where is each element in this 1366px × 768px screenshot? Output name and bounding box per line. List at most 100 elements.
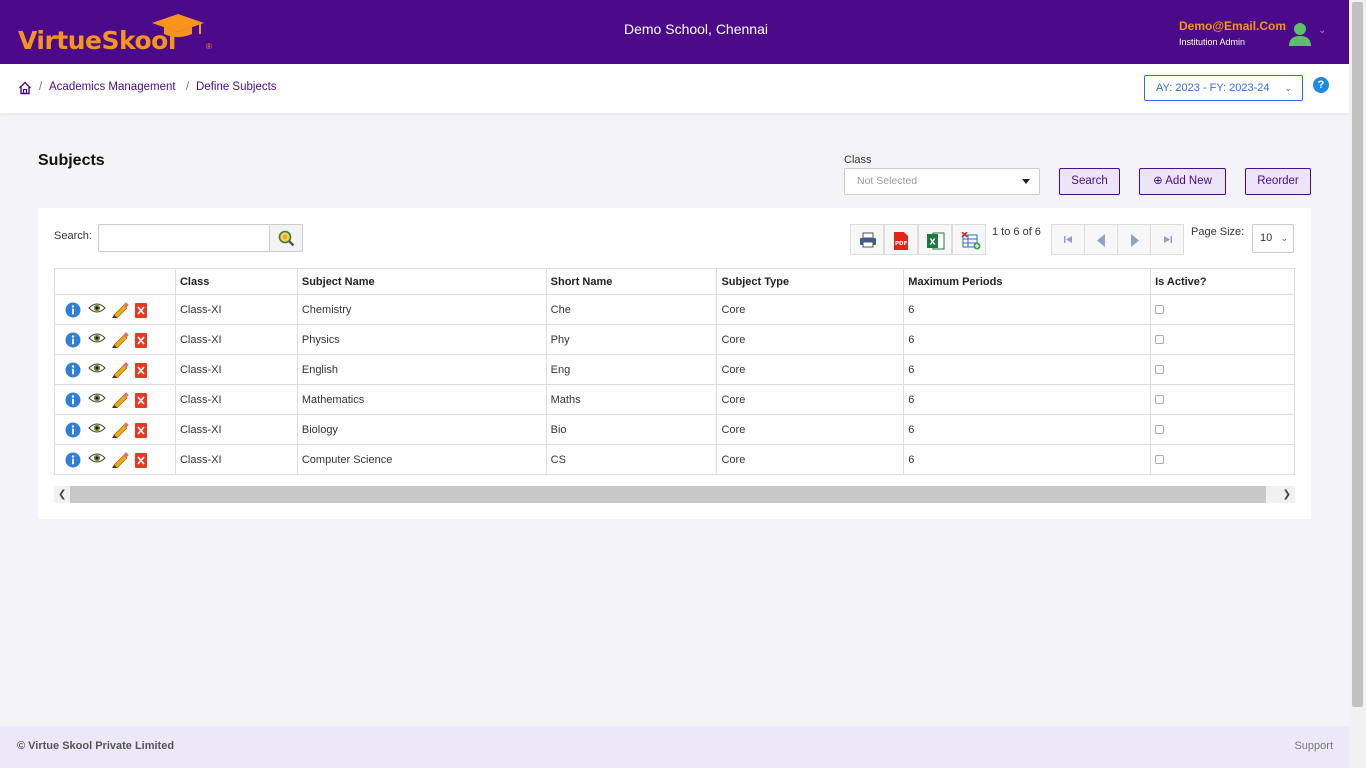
cell-subject-type: Core xyxy=(716,354,905,385)
help-icon[interactable]: ? xyxy=(1313,77,1329,93)
home-icon[interactable] xyxy=(18,81,32,95)
column-header-is-active[interactable]: Is Active? xyxy=(1150,268,1295,295)
cell-subject-name: Computer Science xyxy=(296,444,547,475)
edit-pencil-icon[interactable] xyxy=(111,361,129,378)
column-header-maximum-periods[interactable]: Maximum Periods xyxy=(903,268,1152,295)
graduation-cap-icon xyxy=(152,14,204,37)
edit-pencil-icon[interactable] xyxy=(111,451,129,468)
support-link[interactable]: Support xyxy=(1294,740,1333,752)
is-active-checkbox[interactable] xyxy=(1155,455,1165,465)
grid-search-button[interactable] xyxy=(269,224,303,252)
pdf-icon: PDF xyxy=(894,232,908,250)
cell-subject-name: Chemistry xyxy=(296,294,547,325)
is-active-checkbox[interactable] xyxy=(1155,305,1165,315)
table-row: Class-XI Physics Phy Core 6 xyxy=(54,324,1295,355)
chevron-down-icon: ⌄ xyxy=(1280,233,1288,243)
reorder-button[interactable]: Reorder xyxy=(1245,168,1311,195)
class-select[interactable]: Not Selected xyxy=(844,168,1040,195)
info-icon[interactable] xyxy=(65,392,83,408)
breadcrumb-bar: / Academics Management / Define Subjects… xyxy=(0,64,1349,113)
view-eye-icon[interactable] xyxy=(88,362,106,378)
user-email[interactable]: Demo@Email.Com xyxy=(1179,19,1287,33)
view-eye-icon[interactable] xyxy=(88,302,106,318)
breadcrumb-define-subjects[interactable]: Define Subjects xyxy=(196,81,277,93)
grid-search-input[interactable] xyxy=(98,224,270,252)
view-eye-icon[interactable] xyxy=(88,422,106,438)
info-icon[interactable] xyxy=(65,452,83,468)
first-page-button[interactable] xyxy=(1051,224,1085,255)
academic-year-dropdown[interactable]: AY: 2023 - FY: 2023-24 ⌄ xyxy=(1144,75,1303,101)
page-size-select[interactable]: 10 ⌄ xyxy=(1252,224,1294,253)
column-settings-button[interactable] xyxy=(952,224,986,255)
view-eye-icon[interactable] xyxy=(88,452,106,468)
cell-subject-type: Core xyxy=(716,294,905,325)
footer: © Virtue Skool Private Limited Support xyxy=(0,726,1349,768)
cell-subject-type: Core xyxy=(716,384,905,415)
next-page-button[interactable] xyxy=(1117,224,1151,255)
cell-class: Class-XI xyxy=(174,384,298,415)
subjects-table: Class Subject Name Short Name Subject Ty… xyxy=(54,268,1295,475)
delete-icon[interactable] xyxy=(134,422,152,438)
is-active-checkbox[interactable] xyxy=(1155,365,1165,375)
previous-page-button[interactable] xyxy=(1084,224,1118,255)
scroll-right-icon[interactable]: ❯ xyxy=(1282,489,1291,500)
class-select-value: Not Selected xyxy=(857,175,918,187)
edit-pencil-icon[interactable] xyxy=(111,391,129,408)
breadcrumb-academics-management[interactable]: Academics Management xyxy=(49,81,176,93)
breadcrumb-separator: / xyxy=(186,81,190,93)
table-row: Class-XI Computer Science CS Core 6 xyxy=(54,444,1295,475)
is-active-checkbox[interactable] xyxy=(1155,395,1165,405)
first-page-icon xyxy=(1064,236,1072,243)
info-icon[interactable] xyxy=(65,362,83,378)
view-eye-icon[interactable] xyxy=(88,392,106,408)
table-row: Class-XI English Eng Core 6 xyxy=(54,354,1295,385)
column-header-subject-type[interactable]: Subject Type xyxy=(716,268,905,295)
breadcrumb-separator: / xyxy=(39,81,43,93)
delete-icon[interactable] xyxy=(134,302,152,318)
horizontal-scrollbar[interactable]: ❮ ❯ xyxy=(54,486,1295,503)
search-button[interactable]: Search xyxy=(1059,168,1120,195)
column-header-class[interactable]: Class xyxy=(174,268,298,295)
edit-pencil-icon[interactable] xyxy=(111,421,129,438)
scroll-left-icon[interactable]: ❮ xyxy=(58,489,67,500)
pager-summary: 1 to 6 of 6 xyxy=(992,226,1041,238)
view-eye-icon[interactable] xyxy=(88,332,106,348)
delete-icon[interactable] xyxy=(134,452,152,468)
delete-icon[interactable] xyxy=(134,362,152,378)
column-header-short-name[interactable]: Short Name xyxy=(545,268,718,295)
cell-class: Class-XI xyxy=(174,294,298,325)
svg-text:X: X xyxy=(930,238,937,247)
chevron-down-icon: ⌄ xyxy=(1284,83,1292,93)
is-active-checkbox[interactable] xyxy=(1155,335,1165,345)
edit-pencil-icon[interactable] xyxy=(111,331,129,348)
user-avatar-icon[interactable] xyxy=(1288,22,1312,46)
add-new-button[interactable]: ⊕ Add New xyxy=(1139,168,1226,195)
export-pdf-button[interactable]: PDF xyxy=(884,224,918,255)
delete-icon[interactable] xyxy=(134,392,152,408)
table-add-icon xyxy=(961,232,981,250)
cell-short-name: Maths xyxy=(545,384,718,415)
info-icon[interactable] xyxy=(65,302,83,318)
print-button[interactable] xyxy=(850,224,884,255)
cell-class: Class-XI xyxy=(174,414,298,445)
last-page-button[interactable] xyxy=(1150,224,1184,255)
chevron-down-icon[interactable]: ⌄ xyxy=(1318,25,1327,36)
info-icon[interactable] xyxy=(65,332,83,348)
logo[interactable]: VirtueSkool ® xyxy=(16,12,216,56)
delete-icon[interactable] xyxy=(134,332,152,348)
scrollbar-thumb[interactable] xyxy=(70,486,1266,503)
export-excel-button[interactable]: X xyxy=(918,224,952,255)
table-header-row: Class Subject Name Short Name Subject Ty… xyxy=(54,268,1295,295)
scrollbar-thumb[interactable] xyxy=(1352,2,1363,707)
table-row: Class-XI Biology Bio Core 6 xyxy=(54,414,1295,445)
cell-subject-type: Core xyxy=(716,444,905,475)
is-active-checkbox[interactable] xyxy=(1155,425,1165,435)
cell-maximum-periods: 6 xyxy=(903,354,1152,385)
chevron-left-icon xyxy=(1097,234,1105,247)
column-header-subject-name[interactable]: Subject Name xyxy=(296,268,547,295)
edit-pencil-icon[interactable] xyxy=(111,301,129,318)
vertical-scrollbar[interactable] xyxy=(1349,0,1366,768)
copyright-text: © Virtue Skool Private Limited xyxy=(17,740,175,752)
user-role: Institution Admin xyxy=(1179,37,1246,47)
info-icon[interactable] xyxy=(65,422,83,438)
